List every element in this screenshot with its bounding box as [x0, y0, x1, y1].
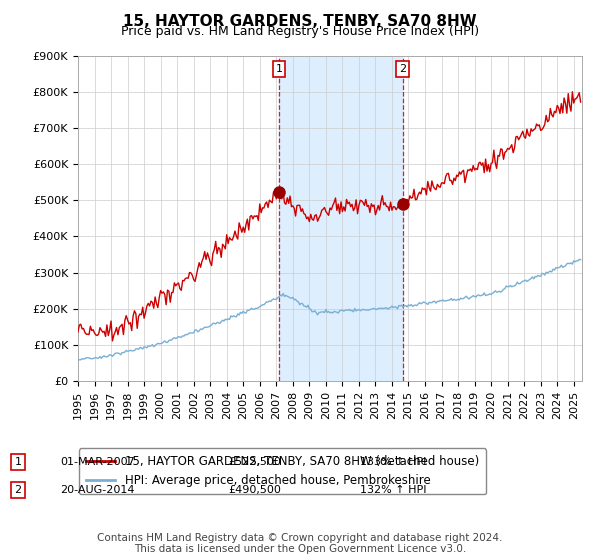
- Text: 15, HAYTOR GARDENS, TENBY, SA70 8HW: 15, HAYTOR GARDENS, TENBY, SA70 8HW: [123, 14, 477, 29]
- Text: 1: 1: [14, 457, 22, 467]
- Text: Price paid vs. HM Land Registry's House Price Index (HPI): Price paid vs. HM Land Registry's House …: [121, 25, 479, 38]
- Text: 133% ↑ HPI: 133% ↑ HPI: [360, 457, 427, 467]
- Text: 2: 2: [14, 485, 22, 495]
- Text: 132% ↑ HPI: 132% ↑ HPI: [360, 485, 427, 495]
- Text: £490,500: £490,500: [228, 485, 281, 495]
- Text: 01-MAR-2007: 01-MAR-2007: [60, 457, 135, 467]
- Text: 20-AUG-2014: 20-AUG-2014: [60, 485, 134, 495]
- Bar: [279, 56, 403, 381]
- Text: £522,500: £522,500: [228, 457, 281, 467]
- Text: 2: 2: [399, 64, 406, 74]
- Legend: 15, HAYTOR GARDENS, TENBY, SA70 8HW (detached house), HPI: Average price, detach: 15, HAYTOR GARDENS, TENBY, SA70 8HW (det…: [79, 449, 486, 494]
- Text: 1: 1: [275, 64, 283, 74]
- Text: Contains HM Land Registry data © Crown copyright and database right 2024.
This d: Contains HM Land Registry data © Crown c…: [97, 533, 503, 554]
